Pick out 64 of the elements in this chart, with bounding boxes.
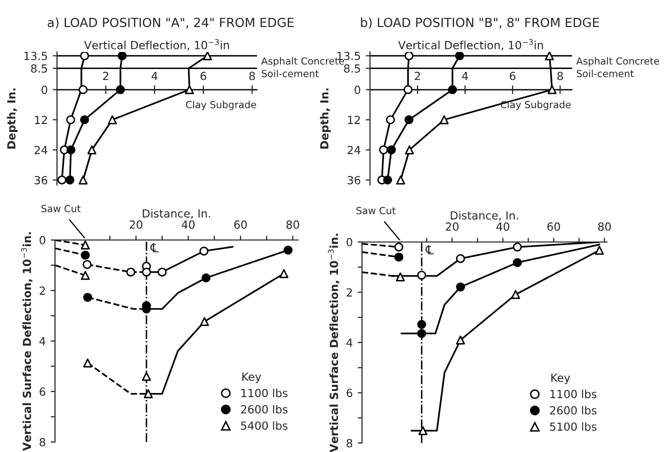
- y-tick-label: 2: [40, 286, 45, 295]
- legend-title: Key: [242, 372, 262, 384]
- y-tick-label: 6: [40, 387, 46, 396]
- y-tick-label: 12: [35, 116, 47, 124]
- legend-label: 1100 lbs: [550, 390, 596, 398]
- y-tick-label: 36: [348, 176, 360, 184]
- y-tick-label: 8: [346, 438, 352, 448]
- x-tick-label: 2: [103, 72, 108, 80]
- x-axis-title: Distance, In.: [142, 209, 210, 219]
- y-axis-title: Vertical Surface Deflection, 10$^{−3}$in.: [328, 234, 340, 452]
- y-tick-label: 8: [40, 438, 46, 446]
- x-tick-label: 20: [130, 220, 142, 229]
- annotation: Saw Cut: [42, 204, 81, 212]
- x-tick-label: 4: [152, 72, 158, 80]
- ref-line-label: ℄: [426, 245, 434, 254]
- y-tick-label: 24: [348, 146, 360, 154]
- legend-label: 5100 lbs: [550, 422, 596, 431]
- chart-title: a) LOAD POSITION "A", 24" FROM EDGE: [48, 18, 294, 29]
- x-tick-label: 8: [557, 72, 563, 80]
- y-tick-label: 24: [34, 146, 48, 154]
- y-tick-label: 0: [346, 238, 352, 246]
- y-tick-label: 4: [346, 338, 352, 347]
- x-tick-label: 60: [234, 220, 247, 229]
- x-tick-label: 40: [496, 222, 510, 231]
- ref-line-label: Clay Subgrade: [186, 100, 256, 110]
- y-tick-label: 8.5: [31, 64, 47, 73]
- x-tick-label: 2: [414, 72, 420, 80]
- x-tick-label: 4: [462, 72, 468, 80]
- y-axis-title: Vertical Surface Deflection, 10$^{−3}$in.: [20, 232, 33, 451]
- chart-title: b) LOAD POSITION "B", 8" FROM EDGE: [361, 18, 599, 29]
- x-axis-title: Vertical Deflection, 10$^{−3}$in: [84, 39, 229, 50]
- legend-label: 2600 lbs: [241, 404, 288, 414]
- x-tick-label: 20: [446, 222, 458, 231]
- y-tick-label: 36: [34, 176, 48, 184]
- legend-label: 2600 lbs: [550, 406, 596, 415]
- ref-line-label: Clay Subgrade: [500, 100, 571, 110]
- y-tick-label: 0: [40, 236, 46, 244]
- legend-label: 1100 lbs: [241, 388, 288, 398]
- annotation: Saw Cut: [356, 206, 396, 214]
- x-tick-label: 8: [249, 72, 255, 80]
- ref-line-label: Asphalt Concrete: [576, 57, 660, 67]
- y-axis-title: Depth, In.: [6, 88, 18, 149]
- y-axis-title: Depth, In.: [320, 88, 331, 149]
- y-tick-label: 4: [39, 337, 46, 346]
- x-axis-title: Vertical Deflection, 10$^{−3}$in: [398, 39, 543, 50]
- ref-line-label: Soil-cement: [576, 70, 634, 78]
- y-tick-label: 12: [348, 116, 360, 124]
- y-tick-label: 6: [346, 388, 352, 398]
- y-tick-label: 8.5: [344, 64, 360, 73]
- y-tick-label: 2: [346, 288, 352, 296]
- y-tick-label: 0: [42, 86, 48, 94]
- x-tick-label: 6: [510, 72, 516, 80]
- x-tick-label: 40: [182, 220, 195, 229]
- legend-label: 5400 lbs: [241, 421, 288, 430]
- legend-title: Key: [551, 374, 570, 384]
- x-tick-label: 80: [286, 220, 300, 229]
- ref-line-label: Soil-cement: [262, 70, 319, 78]
- y-tick-label: 0: [354, 86, 360, 94]
- x-tick-label: 60: [547, 222, 560, 231]
- ref-line-label: ℄: [150, 243, 159, 252]
- x-axis-title: Distance, In.: [450, 211, 518, 221]
- y-tick-label: 13.5: [24, 52, 47, 60]
- x-tick-label: 80: [598, 222, 611, 231]
- x-tick-label: 6: [200, 72, 206, 80]
